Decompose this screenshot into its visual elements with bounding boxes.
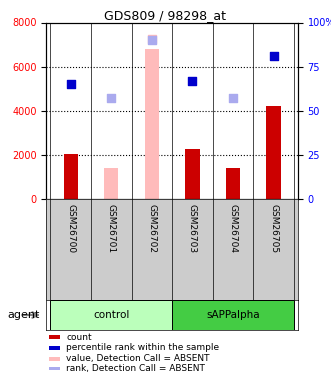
Text: percentile rank within the sample: percentile rank within the sample [67, 344, 219, 352]
Point [109, 95, 114, 101]
Bar [49, 335, 60, 339]
Text: rank, Detection Call = ABSENT: rank, Detection Call = ABSENT [67, 364, 205, 373]
Bar [185, 149, 200, 199]
Bar [49, 346, 60, 350]
Bar [49, 367, 60, 370]
Text: GSM26705: GSM26705 [269, 204, 278, 253]
Text: GDS809 / 98298_at: GDS809 / 98298_at [105, 9, 226, 22]
Bar [172, 300, 294, 330]
Point [149, 37, 155, 43]
Point [230, 95, 236, 101]
Point [271, 53, 276, 59]
Text: GSM26700: GSM26700 [66, 204, 75, 253]
Bar [49, 357, 60, 360]
Bar [104, 168, 118, 199]
Text: GSM26703: GSM26703 [188, 204, 197, 253]
Bar [50, 300, 172, 330]
Text: GSM26701: GSM26701 [107, 204, 116, 253]
Text: count: count [67, 333, 92, 342]
Bar [64, 154, 78, 199]
Bar [145, 49, 159, 199]
Point [68, 81, 73, 87]
Text: sAPPalpha: sAPPalpha [206, 310, 260, 320]
Bar [226, 168, 240, 199]
Text: value, Detection Call = ABSENT: value, Detection Call = ABSENT [67, 354, 210, 363]
Text: control: control [93, 310, 129, 320]
Point [149, 36, 155, 42]
Text: GSM26704: GSM26704 [228, 204, 237, 253]
Text: agent: agent [7, 310, 40, 320]
Text: GSM26702: GSM26702 [147, 204, 156, 253]
Bar [266, 106, 281, 199]
Point [190, 78, 195, 84]
